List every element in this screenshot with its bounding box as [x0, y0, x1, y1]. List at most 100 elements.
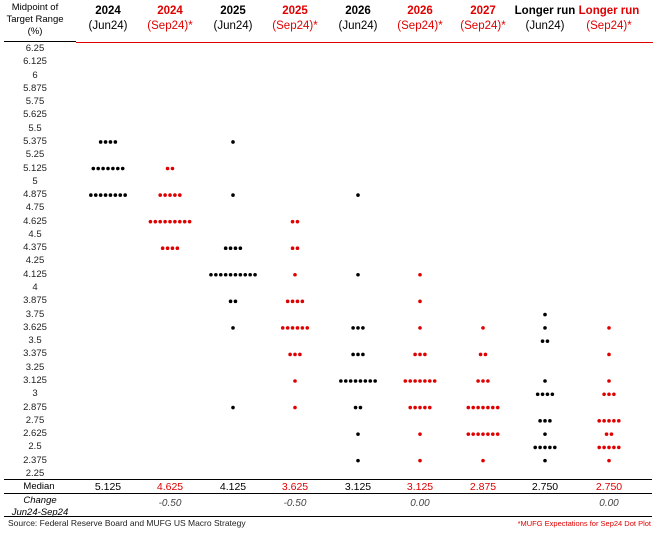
dot-mark: [285, 326, 290, 330]
dot-mark: [238, 272, 243, 277]
dot-mark: [187, 219, 192, 224]
dot-mark: [612, 445, 616, 450]
dot-mark: [165, 166, 170, 171]
column-header-year: Longer run: [578, 5, 640, 17]
dot-mark: [233, 272, 238, 277]
dot-mark: [228, 246, 233, 250]
dot-mark: [612, 419, 616, 423]
dot-mark: [418, 379, 422, 383]
y-tick-label: 2.5: [28, 441, 42, 453]
column-header: 2024 (Jun24): [72, 4, 144, 44]
dot-mark: [538, 419, 542, 423]
dot-mark: [290, 299, 295, 304]
dot-mark: [356, 326, 360, 330]
dot-mark: [373, 379, 377, 383]
dot-mark: [178, 219, 182, 224]
dot-mark: [118, 193, 123, 197]
y-tick-label: 5.75: [25, 96, 45, 108]
dot-mark: [602, 392, 606, 397]
y-tick-label: 2.625: [23, 428, 47, 440]
dot-mark: [418, 272, 422, 277]
dot-mark: [548, 445, 552, 450]
y-tick-label: 2.75: [25, 414, 45, 426]
column-header-year: 2027: [470, 5, 496, 17]
y-tick-label: 3.75: [25, 308, 45, 320]
y-tick-label: 3.625: [23, 321, 47, 333]
dot-mark: [111, 166, 115, 171]
column-header: 2026 (Sep24)*: [384, 4, 456, 44]
dot-mark: [540, 392, 545, 397]
dot-mark: [607, 458, 611, 463]
y-tick-label: 6.25: [25, 43, 45, 54]
y-tick-label: 6.125: [23, 56, 47, 68]
change-label: Change Jun24-Sep24: [4, 495, 76, 519]
dot-mark: [253, 272, 257, 277]
change-value: 0.00: [599, 498, 619, 509]
dot-mark: [408, 379, 413, 383]
column-header-sub: (Jun24): [525, 20, 565, 32]
dot-mark: [170, 166, 175, 171]
dot-mark: [280, 326, 285, 330]
dot-mark: [545, 339, 550, 343]
column-header-year: 2024: [157, 5, 183, 17]
dot-mark: [290, 246, 295, 250]
dot-mark: [418, 299, 422, 304]
dot-mark: [98, 193, 103, 197]
dot-mark: [428, 405, 432, 410]
column-header-year: 2024: [95, 5, 121, 17]
dot-mark: [418, 352, 422, 357]
y-tick-label: 2.375: [23, 454, 47, 466]
column-header: Longer run (Jun24): [509, 4, 581, 44]
change-value: 0.00: [410, 498, 430, 509]
y-tick-label: 5.375: [23, 135, 47, 147]
dot-mark: [413, 405, 417, 410]
dot-mark: [423, 352, 427, 357]
dot-mark: [182, 219, 187, 224]
dot-mark: [418, 458, 422, 463]
dot-mark: [607, 445, 611, 450]
dot-mark: [158, 193, 162, 197]
y-tick-label: 4.625: [23, 215, 47, 227]
column-header-sub: (Jun24): [338, 20, 378, 32]
dot-mark: [432, 379, 437, 383]
dot-mark: [339, 379, 343, 383]
change-value: -0.50: [283, 498, 307, 509]
y-tick-label: 5.25: [25, 149, 45, 161]
column-header-sub: (Sep24)*: [460, 20, 506, 32]
dot-mark: [108, 140, 113, 144]
dot-mark: [93, 193, 98, 197]
y-header-line-3: (%): [27, 26, 43, 37]
dot-mark: [103, 193, 108, 197]
dot-mark: [418, 405, 422, 410]
dot-mark: [403, 379, 408, 383]
dot-mark: [356, 352, 360, 357]
dot-mark: [543, 379, 547, 383]
column-header: 2027 (Sep24)*: [447, 4, 519, 44]
dot-mark: [228, 272, 233, 277]
dot-mark: [358, 405, 363, 410]
dot-mark: [168, 219, 172, 224]
dot-mark: [486, 379, 490, 383]
dot-mark: [153, 219, 158, 224]
median-divider: [4, 479, 652, 480]
column-header-year: 2025: [220, 5, 246, 17]
median-value: 4.125: [219, 481, 247, 493]
y-tick-label: 4.375: [23, 242, 47, 254]
column-header-sub: (Jun24): [213, 20, 253, 32]
dot-mark: [233, 299, 238, 304]
dot-mark: [231, 140, 235, 144]
dot-mark: [353, 379, 358, 383]
dot-mark: [290, 326, 295, 330]
y-tick-label: 5.875: [23, 82, 47, 94]
dot-mark: [356, 432, 360, 436]
median-value: 2.750: [595, 481, 623, 493]
column-header: 2024 (Sep24)*: [134, 4, 206, 44]
dot-mark: [543, 458, 547, 463]
dot-mark: [604, 432, 609, 436]
dot-mark: [348, 379, 353, 383]
dot-mark: [173, 219, 177, 224]
dot-mark: [209, 272, 213, 277]
dot-mark: [612, 392, 616, 397]
dot-mark: [481, 458, 485, 463]
